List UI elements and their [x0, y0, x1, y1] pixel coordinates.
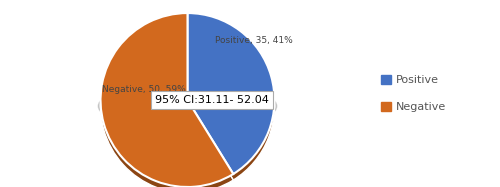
Text: Positive, 35, 41%: Positive, 35, 41%	[216, 36, 293, 45]
Wedge shape	[188, 19, 274, 180]
Text: Negative, 50, 59%: Negative, 50, 59%	[102, 85, 186, 94]
Wedge shape	[100, 13, 234, 187]
Ellipse shape	[98, 82, 276, 130]
Wedge shape	[188, 13, 274, 174]
Text: 95% CI:31.11- 52.04: 95% CI:31.11- 52.04	[155, 95, 269, 105]
Wedge shape	[100, 19, 234, 187]
Legend: Positive, Negative: Positive, Negative	[378, 71, 450, 116]
